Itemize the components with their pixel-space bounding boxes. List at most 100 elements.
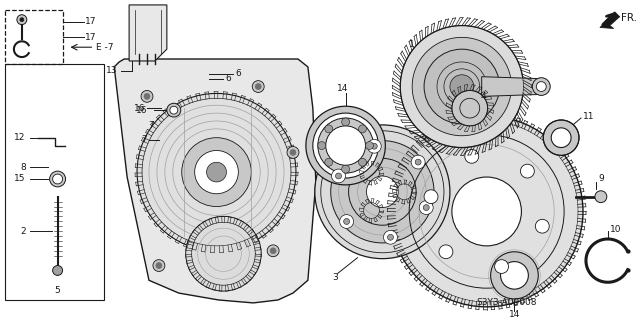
Circle shape [367, 176, 398, 208]
Circle shape [439, 245, 453, 259]
Circle shape [342, 118, 349, 126]
Circle shape [153, 260, 165, 271]
Circle shape [318, 142, 326, 150]
Text: 8: 8 [20, 163, 26, 172]
Bar [5, 64, 104, 300]
Text: 14: 14 [337, 84, 348, 93]
Circle shape [424, 49, 500, 124]
Text: 11: 11 [583, 112, 595, 121]
Polygon shape [482, 77, 541, 96]
Text: FR.: FR. [621, 13, 637, 23]
Circle shape [465, 150, 479, 163]
Circle shape [20, 18, 24, 22]
Circle shape [144, 93, 150, 99]
Polygon shape [129, 5, 167, 61]
Circle shape [452, 91, 488, 126]
Text: 4: 4 [481, 92, 486, 101]
Text: 1: 1 [410, 40, 415, 49]
Circle shape [335, 173, 342, 179]
Circle shape [141, 91, 153, 102]
Circle shape [137, 93, 296, 251]
Text: 13: 13 [106, 66, 117, 75]
Circle shape [290, 150, 296, 155]
Circle shape [340, 215, 353, 228]
Circle shape [186, 216, 261, 291]
Circle shape [415, 159, 421, 165]
Text: 16: 16 [134, 104, 145, 113]
Text: 16: 16 [136, 106, 147, 115]
Text: 6: 6 [225, 74, 231, 83]
Text: 17: 17 [85, 17, 97, 26]
Circle shape [315, 125, 450, 259]
Circle shape [349, 158, 416, 225]
Circle shape [52, 174, 63, 184]
Text: S3Y3-A09008: S3Y3-A09008 [477, 298, 537, 308]
Text: 14: 14 [509, 310, 520, 319]
Circle shape [532, 78, 550, 95]
Circle shape [306, 106, 385, 185]
Circle shape [358, 125, 367, 133]
Polygon shape [114, 59, 316, 303]
Text: 10: 10 [610, 225, 621, 234]
Circle shape [17, 15, 27, 25]
Circle shape [50, 171, 65, 187]
Circle shape [324, 158, 333, 166]
Circle shape [450, 75, 474, 98]
Circle shape [252, 81, 264, 93]
Circle shape [371, 143, 377, 149]
Circle shape [318, 118, 373, 173]
Text: 3: 3 [332, 273, 337, 282]
Circle shape [207, 162, 227, 182]
Text: 15: 15 [14, 174, 26, 183]
Circle shape [342, 165, 349, 173]
Circle shape [423, 204, 429, 211]
Circle shape [344, 219, 349, 225]
Text: 17: 17 [85, 33, 97, 42]
Circle shape [520, 164, 534, 178]
Circle shape [270, 248, 276, 254]
Circle shape [411, 155, 425, 169]
Circle shape [167, 103, 180, 117]
Circle shape [156, 263, 162, 269]
Circle shape [536, 82, 547, 92]
Polygon shape [600, 12, 620, 28]
Circle shape [383, 230, 397, 244]
Circle shape [419, 201, 433, 214]
Circle shape [326, 126, 365, 165]
Circle shape [287, 146, 299, 158]
Text: 5: 5 [55, 286, 60, 295]
Circle shape [367, 139, 381, 153]
Circle shape [543, 120, 579, 155]
Circle shape [170, 106, 178, 114]
Circle shape [491, 252, 538, 299]
Text: 6: 6 [236, 69, 241, 78]
Circle shape [267, 245, 279, 257]
Text: 7: 7 [148, 122, 154, 130]
Circle shape [452, 177, 522, 246]
Circle shape [331, 141, 434, 243]
Circle shape [400, 26, 524, 147]
Circle shape [535, 219, 549, 233]
Circle shape [52, 265, 63, 275]
Circle shape [387, 234, 394, 240]
Circle shape [195, 151, 238, 194]
Circle shape [495, 260, 509, 273]
Circle shape [551, 128, 571, 147]
Circle shape [332, 169, 346, 183]
Circle shape [358, 158, 367, 166]
Circle shape [412, 37, 511, 136]
Circle shape [390, 116, 583, 307]
Text: 2: 2 [20, 226, 26, 236]
Text: 9: 9 [598, 174, 604, 183]
Circle shape [460, 98, 480, 118]
Circle shape [424, 190, 438, 204]
Circle shape [365, 142, 373, 150]
Circle shape [595, 191, 607, 203]
Circle shape [500, 262, 529, 289]
Circle shape [313, 113, 378, 178]
Circle shape [255, 84, 261, 90]
Circle shape [182, 138, 252, 206]
Text: E -7: E -7 [97, 43, 114, 52]
Circle shape [324, 125, 333, 133]
Text: 7: 7 [141, 135, 147, 144]
